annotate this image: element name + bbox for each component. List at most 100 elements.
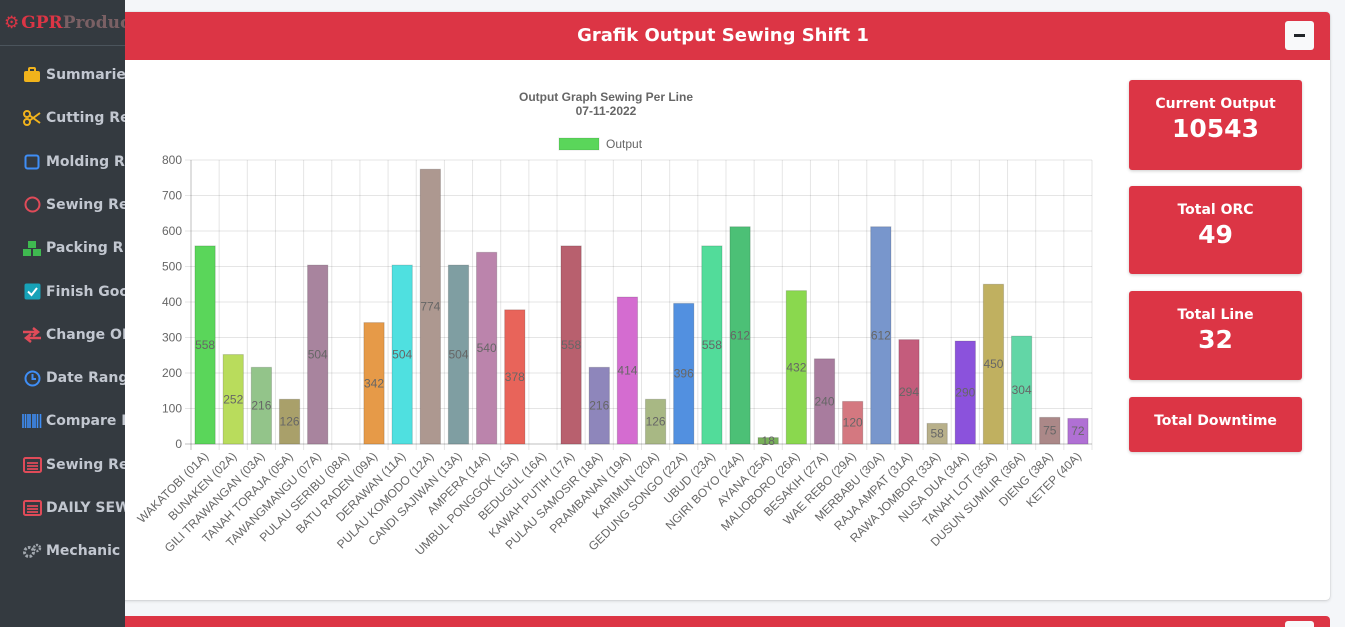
bar-value-label: 58 <box>930 427 944 441</box>
briefcase-icon <box>22 65 42 85</box>
bar-value-label: 342 <box>364 376 384 390</box>
bar <box>842 400 864 445</box>
brand[interactable]: ⚙ GPRProduc <box>0 0 125 46</box>
sidebar-item-sewing-re[interactable]: Sewing Re <box>0 450 125 480</box>
y-tick-label: 100 <box>162 402 182 416</box>
bar <box>476 251 498 445</box>
bar <box>278 398 301 445</box>
bar <box>954 340 976 445</box>
bar-value-label: 612 <box>730 328 750 342</box>
bar-value-label: 396 <box>674 367 694 381</box>
sidebar-item-label: Change OI <box>46 326 125 343</box>
exchange-icon <box>22 325 42 345</box>
clock-icon <box>22 368 42 388</box>
stat-value: 49 <box>1198 220 1233 249</box>
barcode-icon <box>22 411 42 431</box>
sidebar-item-label: Cutting Re <box>46 110 125 127</box>
sidebar: ⚙ GPRProduc Summarie Cutting Re Molding R S… <box>0 0 125 627</box>
sidebar-item-label: DAILY SEW <box>46 500 125 516</box>
bar-value-label: 290 <box>955 386 975 400</box>
brand-text: GPRProduc <box>21 12 125 33</box>
sidebar-item-cutting-re[interactable]: Cutting Re <box>0 103 125 133</box>
scissors-icon <box>22 108 42 128</box>
bar <box>504 309 526 445</box>
gears-icon: ⚙ <box>4 12 20 33</box>
stat-value: 32 <box>1198 325 1233 354</box>
sidebar-item-daily-sew[interactable]: DAILY SEW <box>0 493 125 523</box>
sidebar-item-label: Molding R <box>46 153 125 170</box>
sidebar-item-label: Mechanic I <box>46 543 125 560</box>
sidebar-item-summarie[interactable]: Summarie <box>0 60 125 90</box>
bar <box>701 245 723 445</box>
bar <box>307 264 329 445</box>
collapse-button[interactable] <box>1285 21 1314 50</box>
sidebar-item-label: Packing R <box>46 240 124 257</box>
bar-value-label: 504 <box>448 348 468 362</box>
list-alt-icon <box>22 498 42 518</box>
bar-value-label: 378 <box>505 370 525 384</box>
bar <box>813 358 836 445</box>
sidebar-item-mechanic-i[interactable]: Mechanic I <box>0 536 125 566</box>
y-tick-label: 600 <box>162 224 182 238</box>
output-chart-card: Grafik Output Sewing Shift 1 Output Grap… <box>116 12 1330 600</box>
bar-value-label: 558 <box>561 338 581 352</box>
stat-value: 10543 <box>1172 114 1259 143</box>
sidebar-item-label: Finish Goo <box>46 283 125 300</box>
bar <box>1039 416 1061 445</box>
stat-current-output: Current Output 10543 <box>1129 80 1302 170</box>
circle-icon <box>22 195 42 215</box>
sidebar-item-change-oi[interactable]: Change OI <box>0 320 125 350</box>
sidebar-item-sewing-re[interactable]: Sewing Re <box>0 190 125 220</box>
bar <box>363 322 385 445</box>
stat-total-downtime: Total Downtime <box>1129 397 1302 452</box>
stat-total-line: Total Line 32 <box>1129 291 1302 380</box>
stat-total-orc: Total ORC 49 <box>1129 186 1302 274</box>
y-tick-label: 500 <box>162 260 182 274</box>
bar-value-label: 240 <box>815 394 835 408</box>
bar <box>560 245 582 445</box>
sidebar-item-compare-i[interactable]: Compare I <box>0 406 125 436</box>
bar-value-label: 126 <box>280 415 300 429</box>
collapse-button[interactable] <box>1285 621 1314 627</box>
card-title: Grafik Output Sewing Shift 1 <box>577 25 869 46</box>
minus-icon <box>1294 34 1305 37</box>
bar <box>616 296 639 445</box>
bar-value-label: 72 <box>1071 424 1085 438</box>
chart-title: Output Graph Sewing Per Line <box>519 90 693 104</box>
bar <box>419 168 441 445</box>
bar-value-label: 252 <box>223 392 243 406</box>
bar <box>926 422 948 445</box>
stat-label: Total Downtime <box>1154 413 1277 429</box>
check-square-icon <box>22 282 42 302</box>
y-tick-label: 200 <box>162 366 182 380</box>
bar-value-label: 504 <box>308 348 328 362</box>
bar-value-label: 612 <box>871 328 891 342</box>
bar <box>194 245 216 445</box>
bar-value-label: 294 <box>899 385 919 399</box>
sidebar-item-molding-r[interactable]: Molding R <box>0 147 125 177</box>
bar-value-label: 414 <box>617 364 637 378</box>
bar <box>644 398 667 445</box>
bar-value-label: 558 <box>702 338 722 352</box>
legend-swatch <box>558 137 600 151</box>
sidebar-item-label: Sewing Re <box>46 456 125 473</box>
square-icon <box>22 152 42 172</box>
bar <box>729 226 751 445</box>
sidebar-item-date-rang[interactable]: Date Rang <box>0 363 125 393</box>
bar <box>1010 335 1033 445</box>
bar-value-label: 504 <box>392 348 412 362</box>
bar-value-label: 216 <box>589 399 609 413</box>
sidebar-item-finish-goo[interactable]: Finish Goo <box>0 277 125 307</box>
sidebar-item-label: Sewing Re <box>46 196 125 213</box>
sidebar-item-label: Summarie <box>46 67 125 83</box>
y-tick-label: 300 <box>162 331 182 345</box>
cubes-icon <box>22 238 42 258</box>
stat-label: Total Line <box>1177 307 1254 323</box>
sidebar-item-packing-r[interactable]: Packing R <box>0 233 125 263</box>
y-tick-label: 700 <box>162 189 182 203</box>
stat-label: Total ORC <box>1177 202 1254 218</box>
bar <box>785 290 807 445</box>
bar <box>391 264 413 445</box>
bar <box>898 339 920 445</box>
